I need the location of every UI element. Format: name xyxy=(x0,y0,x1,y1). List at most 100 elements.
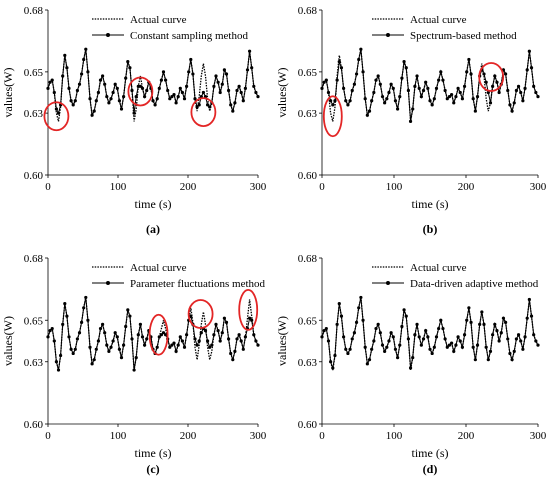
legend-method-label: Data-driven adaptive method xyxy=(410,278,539,290)
legend-actual-label: Actual curve xyxy=(130,262,187,274)
legend-method-marker xyxy=(106,33,110,37)
series-method-point xyxy=(122,95,126,99)
highlight-circle xyxy=(238,288,259,331)
legend-actual-label: Actual curve xyxy=(130,14,187,26)
y-tick-label: 0.65 xyxy=(298,67,318,79)
series-method-point xyxy=(529,66,534,70)
series-method-point xyxy=(61,74,65,78)
chart-panel-4: 0.60 0.63 0.65 0.68 0 100 200 300 time (s) values… xyxy=(275,253,547,476)
highlight-circle xyxy=(127,76,154,107)
series-method-point xyxy=(527,297,531,302)
series-method-point xyxy=(63,53,67,57)
series-method-point xyxy=(130,88,134,93)
panel-caption: (d) xyxy=(423,462,438,476)
highlight-circle xyxy=(322,95,343,138)
highlight-circle xyxy=(478,62,505,92)
x-tick-label: 300 xyxy=(530,430,547,442)
series-method-point xyxy=(525,316,529,320)
series-method-point xyxy=(86,70,90,74)
legend-method-marker xyxy=(106,281,110,285)
series-method-point xyxy=(536,343,540,347)
x-tick-label: 0 xyxy=(319,181,325,193)
y-tick-label: 0.65 xyxy=(24,315,44,327)
series-method-point xyxy=(525,68,529,72)
series-method-point xyxy=(67,86,71,90)
y-tick-label: 0.68 xyxy=(298,5,318,17)
series-method-point xyxy=(344,99,348,103)
legend-method-label: Parameter fluctuations method xyxy=(130,278,266,290)
legend-actual-label: Actual curve xyxy=(410,262,467,274)
series-method-point xyxy=(527,49,531,53)
legend-method-marker xyxy=(386,281,390,285)
series-actual-line xyxy=(47,297,259,371)
series-method-point xyxy=(138,84,142,88)
series-method-point xyxy=(471,345,475,349)
series-method-point xyxy=(523,335,527,339)
chart-panel-3: 0.60 0.63 0.65 0.68 0 100 200 300 time (s) values… xyxy=(1,253,267,476)
panel-caption: (a) xyxy=(146,222,160,236)
x-tick-label: 0 xyxy=(319,430,325,442)
y-tick-label: 0.65 xyxy=(298,315,318,327)
x-axis-label: time (s) xyxy=(412,197,449,211)
series-method-point xyxy=(201,90,205,95)
y-axis-label: values(W) xyxy=(1,68,15,118)
series-method-point xyxy=(88,97,92,101)
series-method-point xyxy=(136,333,140,337)
y-tick-label: 0.60 xyxy=(24,170,44,182)
x-tick-label: 200 xyxy=(458,430,475,442)
series-method-point xyxy=(227,337,231,341)
y-tick-label: 0.60 xyxy=(24,419,44,431)
series-method-point xyxy=(508,103,512,107)
y-axis-label: values(W) xyxy=(1,316,15,366)
x-tick-label: 0 xyxy=(45,181,51,193)
x-tick-label: 0 xyxy=(45,430,51,442)
series-method-point xyxy=(59,353,63,358)
series-method-point xyxy=(252,333,256,337)
series-method-point xyxy=(208,345,212,349)
series-method-point xyxy=(361,318,365,322)
y-tick-label: 0.60 xyxy=(298,419,318,431)
series-method-point xyxy=(400,324,404,329)
series-method-point xyxy=(329,99,333,103)
series-method-point xyxy=(484,80,488,84)
highlight-circle xyxy=(43,101,70,132)
series-method-point xyxy=(475,343,480,347)
series-method-point xyxy=(465,70,469,74)
legend-method-label: Constant sampling method xyxy=(130,30,248,42)
series-method-point xyxy=(471,97,475,101)
series-method-point xyxy=(227,88,231,93)
x-axis-label: time (s) xyxy=(135,446,172,460)
series-method-point xyxy=(124,76,128,80)
series-method-point xyxy=(413,84,417,88)
highlight-circle xyxy=(190,97,217,127)
series-method-point xyxy=(161,331,166,335)
series-method-point xyxy=(342,86,346,90)
legend-method-label: Spectrum-based method xyxy=(410,30,517,42)
series-method-point xyxy=(248,316,252,320)
series-method-point xyxy=(398,343,402,347)
x-tick-label: 100 xyxy=(110,430,127,442)
y-tick-label: 0.63 xyxy=(298,357,318,369)
series-method-point xyxy=(195,343,199,347)
y-tick-label: 0.60 xyxy=(298,170,318,182)
panel-caption: (b) xyxy=(423,222,438,236)
y-tick-label: 0.63 xyxy=(24,108,44,120)
highlight-circle xyxy=(148,313,169,356)
y-tick-label: 0.63 xyxy=(298,108,318,120)
y-tick-label: 0.68 xyxy=(24,253,44,265)
y-tick-label: 0.68 xyxy=(24,5,44,17)
x-tick-label: 100 xyxy=(386,181,403,193)
y-tick-label: 0.68 xyxy=(298,253,318,265)
series-method-point xyxy=(124,324,128,329)
x-tick-label: 100 xyxy=(110,181,127,193)
highlight-circle xyxy=(187,299,214,329)
series-method-point xyxy=(331,103,335,107)
y-axis-label: values(W) xyxy=(275,68,289,118)
y-tick-label: 0.65 xyxy=(24,67,44,79)
chart-panel-1: 0.60 0.63 0.65 0.68 0 100 200 300 time (s) values… xyxy=(1,5,267,236)
legend-actual-label: Actual curve xyxy=(410,14,467,26)
legend-method-marker xyxy=(386,33,390,37)
x-tick-label: 300 xyxy=(530,181,547,193)
series-method-point xyxy=(130,337,134,341)
